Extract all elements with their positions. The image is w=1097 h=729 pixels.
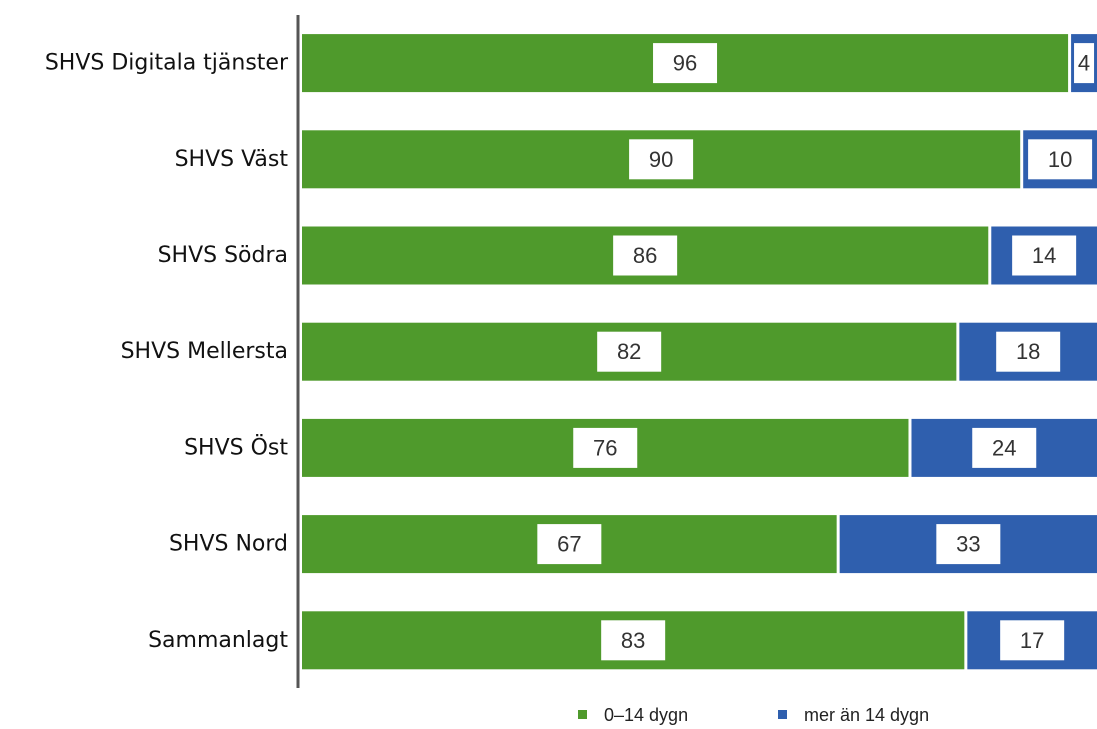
- value-label: 83: [621, 628, 645, 653]
- value-label: 10: [1048, 147, 1072, 172]
- legend-swatch: [578, 710, 587, 719]
- y-tick-label: SHVS Digitala tjänster: [45, 51, 289, 76]
- y-tick-label: SHVS Väst: [175, 147, 289, 172]
- value-label: 14: [1032, 243, 1056, 268]
- value-label-box: [1000, 620, 1065, 661]
- legend-label: 0–14 dygn: [604, 705, 688, 725]
- value-label: 33: [956, 532, 980, 557]
- legend-label: mer än 14 dygn: [804, 705, 929, 725]
- value-label-box: [601, 620, 666, 661]
- value-label-box: [629, 139, 694, 180]
- value-label-box: [537, 524, 602, 565]
- y-tick-label: SHVS Nord: [169, 532, 288, 557]
- value-label-box: [996, 331, 1061, 372]
- y-tick-label: Sammanlagt: [148, 628, 288, 653]
- value-label-box: [1074, 43, 1095, 84]
- value-label: 86: [633, 243, 657, 268]
- value-label-box: [573, 427, 638, 468]
- value-label: 82: [617, 339, 641, 364]
- value-label: 76: [593, 435, 617, 460]
- value-label: 96: [673, 51, 697, 76]
- value-label-box: [1028, 139, 1093, 180]
- legend-swatch: [778, 710, 787, 719]
- value-label-box: [597, 331, 662, 372]
- y-tick-label: SHVS Mellersta: [121, 339, 288, 364]
- value-label-box: [653, 43, 718, 84]
- value-label: 67: [557, 532, 581, 557]
- value-label-box: [972, 427, 1037, 468]
- value-label: 90: [649, 147, 673, 172]
- value-label: 17: [1020, 628, 1044, 653]
- value-label-box: [936, 524, 1001, 565]
- y-tick-label: SHVS Öst: [184, 434, 288, 460]
- value-label: 4: [1078, 51, 1090, 76]
- value-label-box: [613, 235, 678, 276]
- value-label: 18: [1016, 339, 1040, 364]
- value-label-box: [1012, 235, 1077, 276]
- value-label: 24: [992, 435, 1016, 460]
- y-tick-label: SHVS Södra: [158, 243, 288, 268]
